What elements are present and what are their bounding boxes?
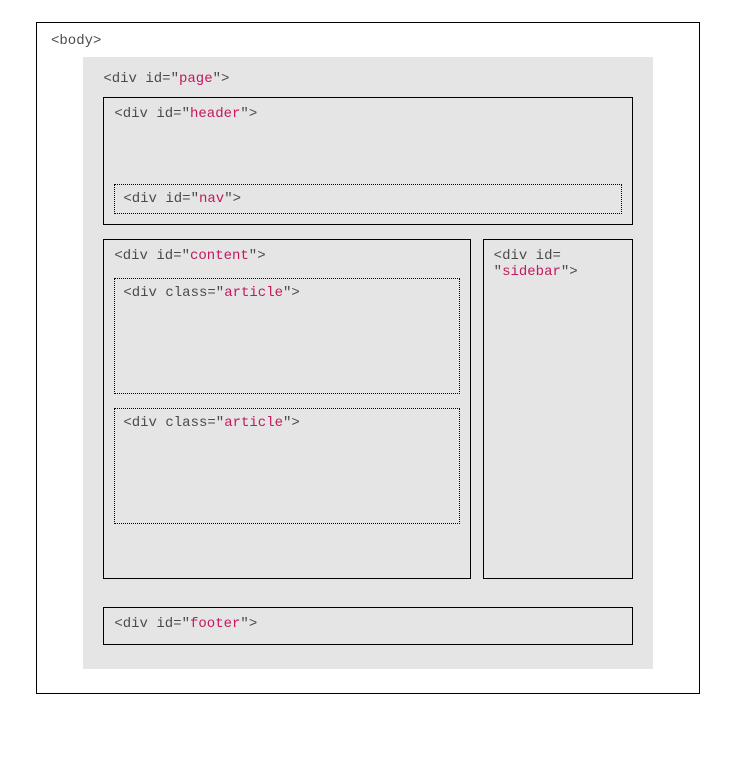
sidebar-label: <div id= "sidebar"> [494,248,622,280]
article-box-2: <div class="article"> [114,408,459,524]
body-box: <body> <div id="page"> <div id="header">… [36,22,700,694]
sidebar-box: <div id= "sidebar"> [483,239,633,579]
body-label: <body> [37,33,699,57]
page-box: <div id="page"> <div id="header"> <div i… [83,57,652,669]
angle-close: > [93,33,101,49]
diagram-canvas: <body> <div id="page"> <div id="header">… [0,0,736,764]
content-sidebar-row: <div id="content"> <div class="article">… [103,239,632,593]
content-box: <div id="content"> <div class="article">… [103,239,470,579]
header-label: <div id="header"> [114,106,621,122]
nav-box: <div id="nav"> [114,184,621,214]
page-label: <div id="page"> [103,71,632,97]
content-label: <div id="content"> [114,248,459,264]
header-box: <div id="header"> <div id="nav"> [103,97,632,225]
tag-body: body [59,33,93,49]
footer-box: <div id="footer"> [103,607,632,645]
article-box-1: <div class="article"> [114,278,459,394]
